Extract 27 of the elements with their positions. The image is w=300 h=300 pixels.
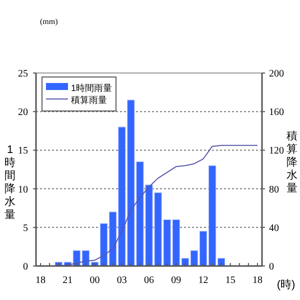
y2-tick-label: 120 bbox=[269, 146, 284, 157]
legend-label: 積算雨量 bbox=[71, 95, 107, 105]
legend-label: 1時間雨量 bbox=[71, 83, 112, 93]
x-axis-title: (時) bbox=[276, 278, 296, 291]
x-tick-label: 06 bbox=[144, 275, 154, 286]
y2-tick-label: 0 bbox=[269, 262, 274, 272]
x-tick-label: 00 bbox=[90, 275, 100, 286]
y-tick-label: 5 bbox=[23, 222, 28, 234]
text: (mm) bbox=[40, 17, 58, 26]
y-tick-label: 0 bbox=[23, 262, 28, 272]
y2-tick-label: 160 bbox=[269, 107, 284, 118]
y2-tick-label: 40 bbox=[269, 222, 279, 234]
x-tick-label: 18 bbox=[36, 275, 46, 286]
y-tick-label: 25 bbox=[18, 68, 28, 80]
y-tick-label: 20 bbox=[18, 107, 28, 118]
x-tick-label: 15 bbox=[225, 275, 236, 286]
x-tick-label: 21 bbox=[62, 275, 73, 286]
x-tick-label: 03 bbox=[116, 275, 127, 286]
x-tick-label: 18 bbox=[252, 275, 262, 286]
y2-tick-label: 80 bbox=[269, 184, 279, 196]
y-tick-label: 10 bbox=[18, 184, 28, 196]
y-tick-label: 15 bbox=[18, 146, 28, 157]
y2-axis-title: 積算降水量 bbox=[286, 130, 298, 194]
x-tick-label: 09 bbox=[171, 275, 182, 286]
y2-tick-label: 200 bbox=[269, 68, 284, 80]
x-tick-label: 12 bbox=[198, 275, 208, 286]
y-axis-title: 1時間降水量 bbox=[4, 144, 16, 221]
